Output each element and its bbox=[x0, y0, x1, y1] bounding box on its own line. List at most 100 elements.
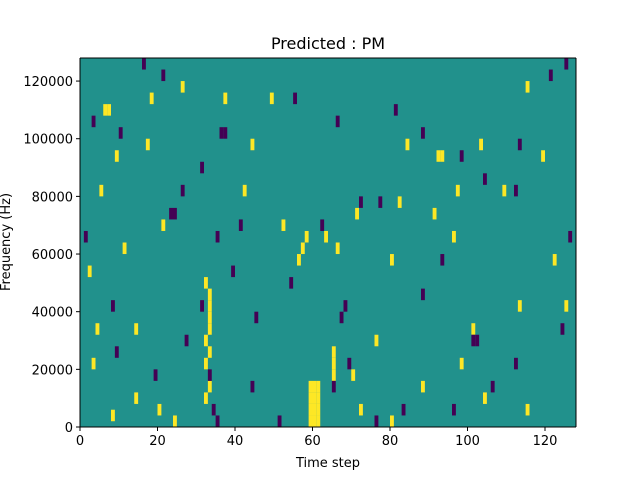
heatmap-cell-high bbox=[331, 357, 336, 370]
y-tick-label: 60000 bbox=[32, 248, 73, 263]
heatmap-cell-high bbox=[405, 138, 410, 151]
heatmap-cell-high bbox=[250, 138, 255, 151]
heatmap-cell-low bbox=[560, 323, 565, 335]
heatmap-cell-low bbox=[514, 184, 518, 197]
heatmap-cell-high bbox=[479, 138, 483, 151]
heatmap-cell-high bbox=[180, 81, 185, 93]
y-ticks: 0 20000 40000 60000 80000 100000 120000 bbox=[23, 75, 80, 436]
heatmap-cell-high bbox=[390, 415, 394, 427]
heatmap-cell-high bbox=[541, 150, 545, 162]
heatmap-cell-high bbox=[173, 415, 177, 427]
heatmap-cell-low bbox=[207, 369, 212, 381]
heatmap-cell-low bbox=[83, 230, 88, 243]
heatmap-cell-high bbox=[374, 334, 379, 347]
heatmap-cell-high bbox=[397, 196, 402, 208]
y-tick-label: 120000 bbox=[23, 75, 73, 90]
heatmap-cell-high bbox=[242, 184, 247, 197]
heatmap-cell-low bbox=[339, 311, 344, 324]
heatmap-cell-high bbox=[312, 380, 317, 393]
heatmap-cell-high bbox=[95, 323, 100, 335]
heatmap-cell-low bbox=[320, 219, 325, 231]
heatmap-cell-low bbox=[219, 127, 224, 139]
heatmap-cell-low bbox=[173, 207, 177, 220]
x-axis-label: Time step bbox=[295, 456, 360, 471]
x-tick-label: 0 bbox=[76, 434, 84, 449]
heatmap-cell-low bbox=[347, 357, 352, 370]
heatmap-cell-high bbox=[440, 150, 445, 162]
heatmap-cell-high bbox=[204, 357, 208, 370]
heatmap-cell-low bbox=[254, 311, 259, 324]
heatmap-cell-high bbox=[312, 415, 317, 427]
heatmap-cell-high bbox=[483, 392, 487, 404]
heatmap-cell-high bbox=[204, 392, 208, 404]
heatmap-cell-high bbox=[304, 230, 309, 243]
heatmap-cell-high bbox=[149, 92, 154, 105]
x-tick-label: 20 bbox=[149, 434, 166, 449]
heatmap-cell-high bbox=[312, 392, 317, 404]
heatmap-cell-high bbox=[207, 380, 212, 393]
heatmap-cell-high bbox=[502, 184, 507, 197]
heatmap-cell-high bbox=[223, 92, 228, 105]
heatmap-cell-high bbox=[459, 357, 464, 370]
heatmap-cell-low bbox=[231, 265, 235, 278]
heatmap-cell-high bbox=[297, 254, 301, 266]
heatmap-cell-high bbox=[331, 369, 336, 381]
heatmap-cell-high bbox=[91, 357, 96, 370]
heatmap-cell-high bbox=[335, 242, 340, 255]
heatmap-cell-low bbox=[331, 380, 336, 393]
heatmap-cell-low bbox=[335, 115, 340, 128]
heatmap-cell-low bbox=[568, 230, 573, 243]
heatmap-cell-high bbox=[316, 415, 321, 427]
heatmap-cell-high bbox=[455, 184, 460, 197]
heatmap-cell-low bbox=[490, 380, 495, 393]
heatmap-cell-low bbox=[91, 115, 96, 128]
heatmap-cell-high bbox=[281, 219, 286, 231]
heatmap-cell-high bbox=[207, 323, 212, 335]
heatmap-cell-high bbox=[355, 207, 359, 220]
heatmap-cell-low bbox=[374, 415, 379, 427]
heatmap-cell-high bbox=[308, 403, 313, 416]
heatmap-cell-low bbox=[440, 254, 445, 266]
heatmap-cell-high bbox=[452, 230, 456, 243]
heatmap-cell-high bbox=[204, 334, 208, 347]
heatmap-cell-high bbox=[312, 403, 317, 416]
heatmap-cell-high bbox=[207, 311, 212, 324]
heatmap-cell-low bbox=[180, 184, 185, 197]
heatmap-cell-low bbox=[359, 196, 363, 208]
heatmap-cell-low bbox=[393, 104, 398, 116]
heatmap-cell-high bbox=[471, 323, 476, 335]
heatmap-cell-low bbox=[215, 415, 220, 427]
y-tick-label: 20000 bbox=[32, 363, 73, 378]
heatmap-cell-low bbox=[452, 403, 456, 416]
heatmap-cell-low bbox=[211, 403, 216, 416]
heatmap-cell-low bbox=[238, 219, 243, 231]
y-axis-label: Frequency (Hz) bbox=[0, 193, 14, 291]
heatmap-cell-low bbox=[421, 288, 425, 301]
heatmap-cell-high bbox=[308, 392, 313, 404]
chart-title: Predicted : PM bbox=[271, 34, 385, 53]
heatmap-cell-high bbox=[564, 300, 569, 312]
heatmap-cell-high bbox=[99, 184, 104, 197]
heatmap-cell-high bbox=[308, 415, 313, 427]
heatmap-cell-high bbox=[103, 104, 108, 116]
heatmap-cell-low bbox=[378, 196, 383, 208]
y-tick-label: 0 bbox=[65, 421, 73, 436]
heatmap-cell-high bbox=[316, 392, 321, 404]
heatmap-cell-high bbox=[111, 409, 115, 422]
heatmap-cell-low bbox=[564, 58, 569, 70]
heatmap-cell-low bbox=[421, 127, 425, 139]
heatmap-cell-low bbox=[153, 369, 158, 381]
heatmap-cell-high bbox=[316, 403, 321, 416]
heatmap-cell-high bbox=[324, 230, 328, 243]
plot-area bbox=[80, 58, 576, 427]
heatmap-cell-low bbox=[483, 173, 487, 185]
heatmap-cell-high bbox=[145, 138, 150, 151]
heatmap-cell-high bbox=[87, 265, 92, 278]
heatmap-cell-high bbox=[107, 104, 111, 116]
x-tick-label: 60 bbox=[304, 434, 321, 449]
x-tick-label: 40 bbox=[227, 434, 244, 449]
heatmap-cell-low bbox=[548, 69, 553, 82]
heatmap-cell-low bbox=[293, 92, 297, 105]
heatmap-cell-high bbox=[308, 380, 313, 393]
